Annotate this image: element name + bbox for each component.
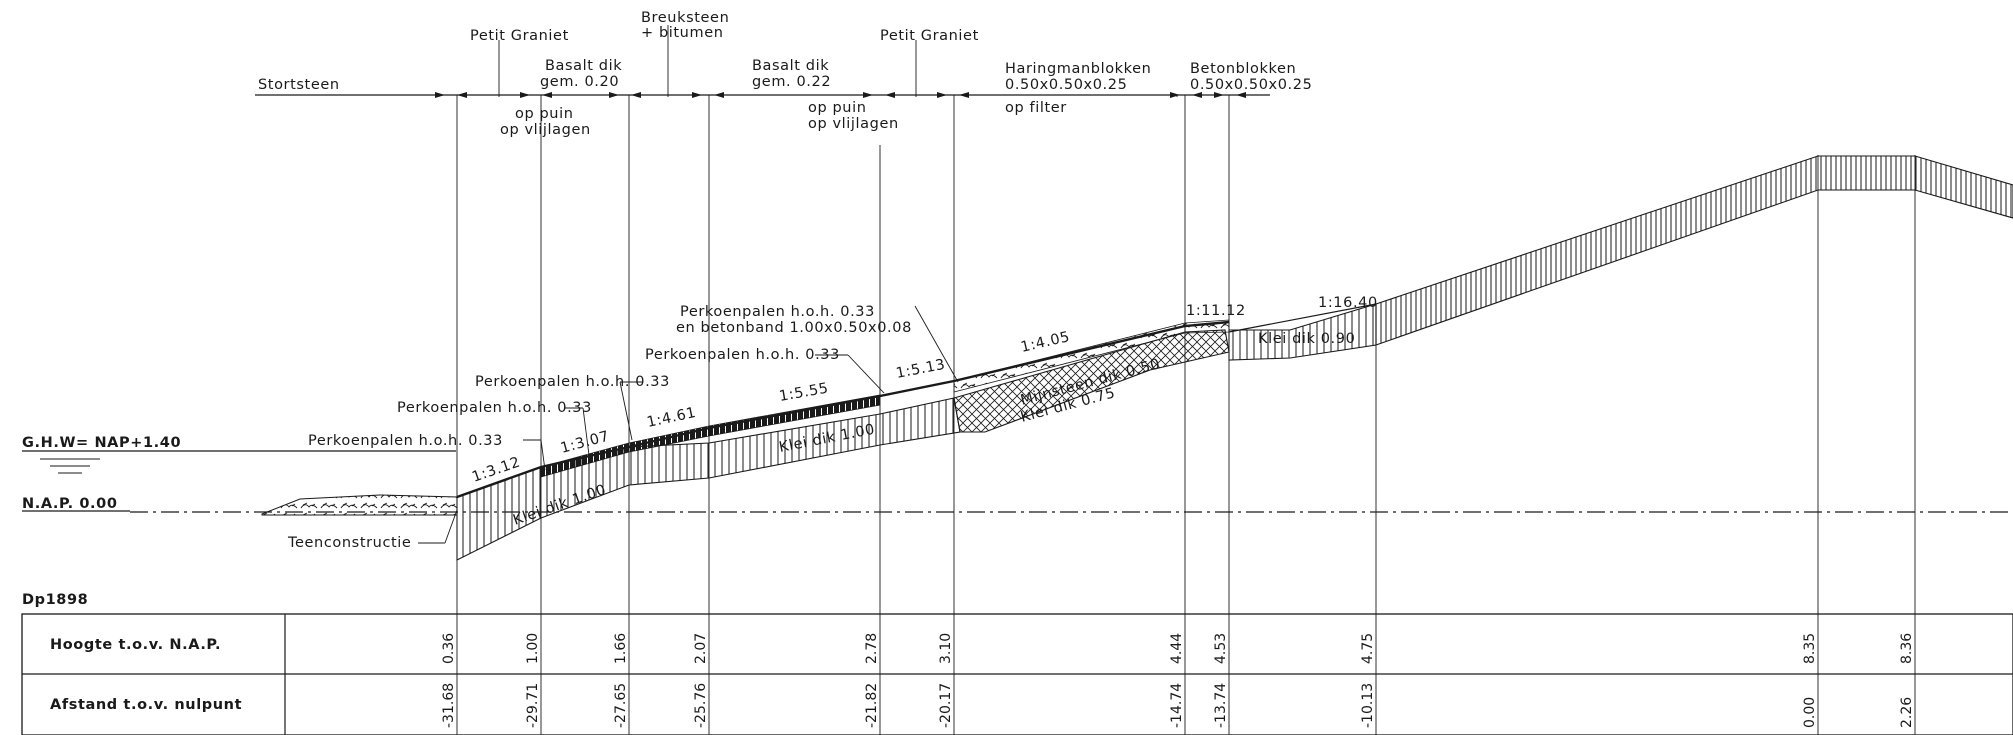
hoogte-value-9: 8.35 — [1802, 633, 1818, 664]
afstand-value-3: -25.76 — [693, 683, 709, 728]
label-betonblokken-line1: Betonblokken — [1190, 61, 1296, 77]
slope-label-2: 1:3.07 — [559, 428, 611, 456]
label-op-filter: op filter — [1005, 100, 1067, 116]
callout-perkoenpalen-1: Perkoenpalen h.o.h. 0.33 — [308, 433, 503, 449]
callout-perkoenpalen-4: Perkoenpalen h.o.h. 0.33 — [645, 347, 840, 363]
afstand-value-4: -21.82 — [864, 683, 880, 728]
afstand-value-5: -20.17 — [938, 683, 954, 728]
hoogte-value-5: 3.10 — [938, 633, 954, 664]
label-stortsteen: Stortsteen — [258, 77, 340, 93]
layer-klei-4: Klei dik 0.90 — [1258, 331, 1355, 347]
label-betonblokken-line2: 0.50x0.50x0.25 — [1190, 77, 1312, 93]
slope-label-6: 1:4.05 — [1019, 329, 1071, 356]
callout-teenconstructie: Teenconstructie — [287, 535, 411, 551]
afstand-value-2: -27.65 — [613, 683, 629, 728]
callout-perkoenpalen-5-line1: Perkoenpalen h.o.h. 0.33 — [680, 304, 875, 320]
slope-label-1: 1:3.12 — [470, 454, 522, 485]
afstand-value-10: 2.26 — [1899, 697, 1915, 728]
label-haringman-line2: 0.50x0.50x0.25 — [1005, 77, 1127, 93]
row-label-hoogte: Hoogte t.o.v. N.A.P. — [50, 637, 221, 653]
callout-perkoenpalen-5-line2: en betonband 1.00x0.50x0.08 — [676, 320, 912, 336]
label-petit-graniet-2: Petit Graniet — [880, 28, 979, 44]
hoogte-value-0: 0.36 — [441, 633, 457, 664]
label-basalt-1-line1: Basalt dik — [545, 58, 622, 74]
afstand-values: -31.68 -29.71 -27.65 -25.76 -21.82 -20.17 -14.… — [441, 683, 1915, 728]
data-table-frame — [21, 613, 2013, 735]
slope-label-5: 1:5.13 — [895, 357, 947, 382]
label-haringman-line1: Haringmanblokken — [1005, 61, 1151, 77]
label-petit-graniet-1: Petit Graniet — [470, 28, 569, 44]
hoogte-value-10: 8.36 — [1899, 633, 1915, 664]
label-op-vlijlagen-2: op vlijlagen — [808, 116, 899, 132]
hoogte-value-8: 4.75 — [1360, 633, 1376, 664]
callout-perkoenpalen-2: Perkoenpalen h.o.h. 0.33 — [397, 400, 592, 416]
hoogte-value-2: 1.66 — [613, 633, 629, 664]
label-basalt-2-line2: gem. 0.22 — [752, 74, 831, 90]
afstand-value-1: -29.71 — [525, 683, 541, 728]
layer-klei-2: Klei dik 1.00 — [778, 422, 877, 456]
label-ghw: G.H.W= NAP+1.40 — [22, 435, 181, 451]
hoogte-value-3: 2.07 — [693, 633, 709, 664]
hoogte-value-6: 4.44 — [1169, 633, 1185, 664]
slope-label-7: 1:11.12 — [1186, 303, 1246, 319]
hoogte-values: 0.36 1.00 1.66 2.07 2.78 3.10 4.44 4.53 4.75 8.35… — [441, 633, 1915, 664]
label-basalt-1-line2: gem. 0.20 — [540, 74, 619, 90]
label-op-puin-2: op puin — [808, 100, 867, 116]
material-dimension-lines — [255, 25, 1270, 98]
label-breuksteen-line2: + bitumen — [641, 25, 724, 41]
hoogte-value-7: 4.53 — [1213, 633, 1229, 664]
profile-id: Dp1898 — [22, 592, 88, 608]
dike-body — [456, 155, 2013, 561]
afstand-value-6: -14.74 — [1169, 683, 1185, 728]
afstand-value-9: 0.00 — [1802, 697, 1818, 728]
row-label-afstand: Afstand t.o.v. nulpunt — [50, 697, 242, 713]
slope-label-4: 1:5.55 — [778, 380, 830, 404]
slope-label-3: 1:4.61 — [646, 405, 698, 431]
label-nap: N.A.P. 0.00 — [22, 496, 118, 512]
section-vertical-lines — [456, 95, 1916, 735]
label-op-vlijlagen-1: op vlijlagen — [500, 122, 591, 138]
afstand-value-8: -10.13 — [1360, 683, 1376, 728]
label-basalt-2-line1: Basalt dik — [752, 58, 829, 74]
hoogte-value-1: 1.00 — [525, 633, 541, 664]
layer-klei-1: Klei dik 1.00 — [511, 482, 608, 529]
revetment — [261, 319, 1230, 516]
afstand-value-7: -13.74 — [1213, 683, 1229, 728]
hoogte-value-4: 2.78 — [864, 633, 880, 664]
afstand-value-0: -31.68 — [441, 683, 457, 728]
label-op-puin-1: op puin — [515, 106, 574, 122]
slope-label-8: 1:16.40 — [1318, 295, 1378, 311]
label-breuksteen-line1: Breuksteen — [641, 10, 729, 26]
